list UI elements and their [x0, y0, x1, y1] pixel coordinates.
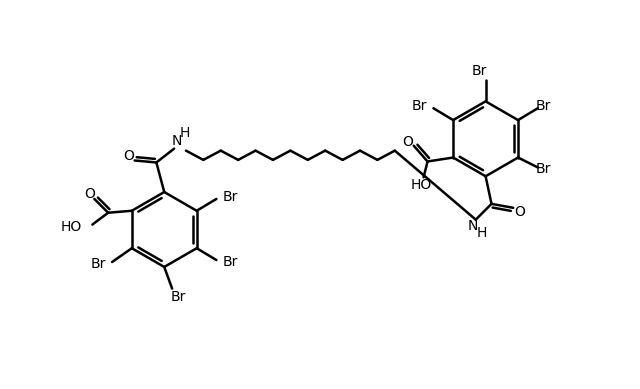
Text: HO: HO [60, 219, 81, 233]
Text: Br: Br [223, 255, 238, 269]
Text: Br: Br [536, 99, 551, 113]
Text: HO: HO [411, 178, 432, 192]
Text: Br: Br [536, 162, 551, 176]
Text: H: H [476, 226, 487, 240]
Text: N: N [172, 134, 182, 148]
Text: O: O [124, 149, 134, 163]
Text: H: H [180, 126, 190, 140]
Text: N: N [468, 219, 478, 233]
Text: O: O [403, 135, 413, 149]
Text: Br: Br [223, 190, 238, 204]
Text: Br: Br [472, 64, 488, 78]
Text: O: O [84, 187, 95, 201]
Text: O: O [515, 205, 525, 219]
Text: Br: Br [412, 99, 428, 113]
Text: Br: Br [91, 257, 106, 271]
Text: Br: Br [170, 289, 186, 303]
